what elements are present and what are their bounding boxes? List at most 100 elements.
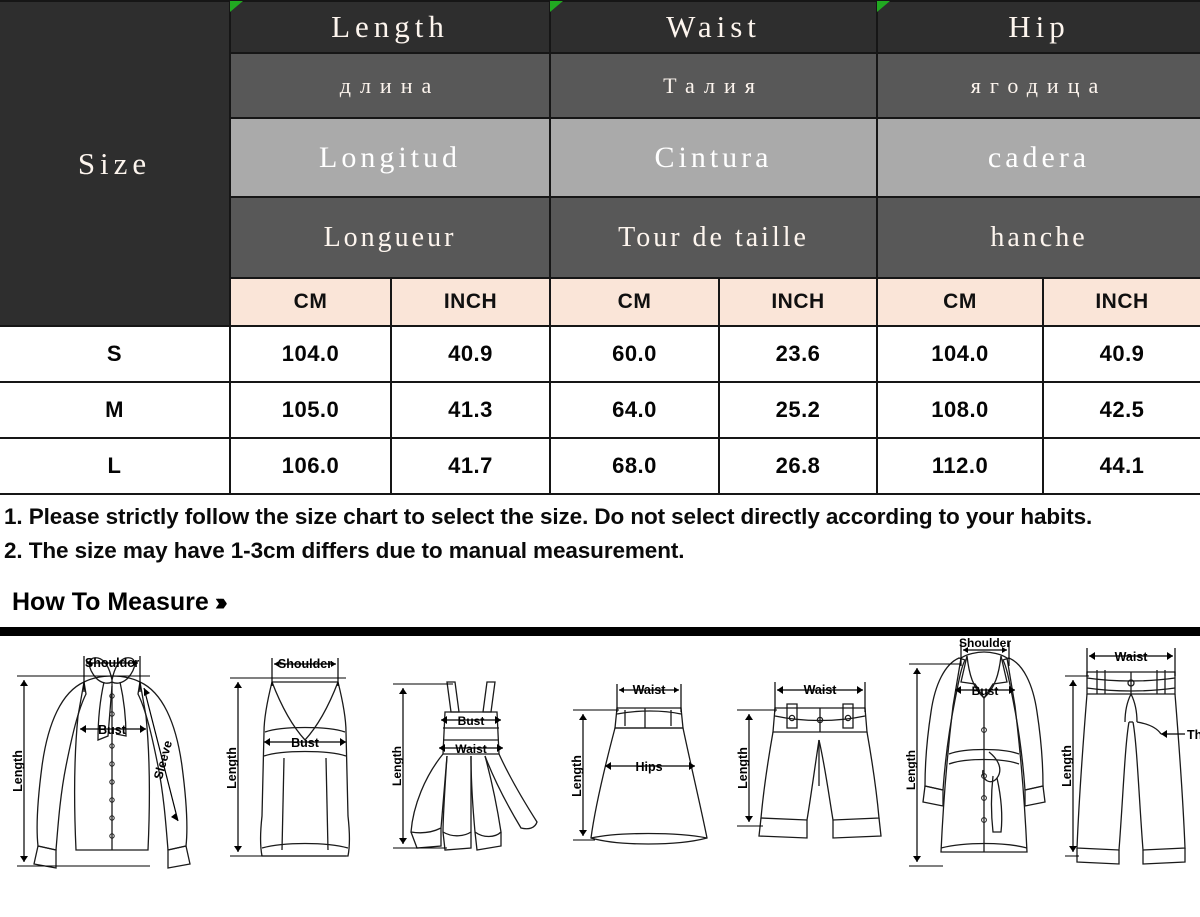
unit-hip-inch: INCH [1042,277,1200,327]
header-length-ru: длина [229,52,551,119]
header-length-en: Length [229,0,551,54]
unit-waist-inch-label: INCH [771,290,825,313]
row-size-label: S [0,325,231,383]
cell-length-inch: 41.7 [390,437,551,495]
header-row-russian: длина Талия ягодица [0,52,1200,119]
cell-hip-inch: 44.1 [1042,437,1200,495]
header-waist-en-label: Waist [666,9,761,44]
label-length: Length [905,750,918,790]
label-length: Length [1061,745,1074,787]
unit-hip-cm: CM [876,277,1045,327]
unit-hip-cm-label: CM [943,290,977,313]
table-row: S 104.0 40.9 60.0 23.6 104.0 40.9 [0,325,1200,383]
cell-waist-inch: 26.8 [717,437,879,495]
table-row: L 106.0 41.7 68.0 26.8 112.0 44.1 [0,437,1200,495]
size-header-cell: Size [0,0,231,327]
unit-hip-inch-label: INCH [1095,290,1149,313]
label-waist: Waist [633,683,667,697]
cell-waist-inch: 25.2 [717,381,879,439]
cell-length-cm: 105.0 [229,381,392,439]
label-thigh: Thigh [1187,728,1200,742]
header-length-es: Longitud [229,117,551,198]
unit-length-inch: INCH [390,277,551,327]
label-length: Length [11,750,25,792]
cell-length-cm: 104.0 [229,325,392,383]
header-waist-fr: Tour de taille [548,196,879,279]
header-hip-en-label: Hip [1008,9,1070,44]
header-length-en-label: Length [331,9,449,44]
header-hip-ru-label: ягодица [970,72,1108,98]
label-bust: Bust [972,684,999,698]
label-length: Length [390,746,404,786]
header-waist-ru-label: Талия [663,72,764,98]
diagram-camisole: Shoulder Bust Length [225,657,351,857]
cell-length-inch: 40.9 [390,325,551,383]
cell-length-cm: 106.0 [229,437,392,495]
label-shoulder: Shoulder [959,636,1011,650]
header-hip-ru: ягодица [876,52,1200,119]
label-bust: Bust [98,723,127,737]
cell-hip-cm: 104.0 [876,325,1045,383]
notes-section: 1. Please strictly follow the size chart… [0,495,1200,566]
size-header-label: Size [77,145,152,181]
cell-waist-cm: 60.0 [549,325,720,383]
label-bust: Bust [291,736,320,750]
cell-hip-inch: 42.5 [1042,381,1200,439]
label-waist: Waist [455,742,487,756]
diagram-skirt: Waist Hips Length [570,683,708,845]
label-waist: Waist [1115,650,1149,664]
cell-waist-cm: 68.0 [549,437,720,495]
header-hip-en: Hip [876,0,1200,54]
header-length-ru-label: длина [339,72,441,98]
header-hip-es-label: cadera [987,140,1091,174]
label-waist: Waist [804,683,838,697]
label-length: Length [225,747,239,789]
label-shoulder: Shoulder [278,657,332,671]
header-row-units: CM INCH CM INCH CM INCH [0,277,1200,327]
header-waist-es: Cintura [548,117,879,198]
unit-waist-inch: INCH [717,277,879,327]
label-shoulder: Shoulder [85,656,139,670]
cell-hip-cm: 112.0 [876,437,1045,495]
header-hip-fr-label: hanche [990,221,1088,253]
how-to-measure-label: How To Measure [12,587,209,616]
header-hip-fr: hanche [876,196,1200,279]
label-hips: Hips [635,760,662,774]
cell-hip-inch: 40.9 [1042,325,1200,383]
header-hip-es: cadera [876,117,1200,198]
label-bust: Bust [458,714,485,728]
cell-hip-cm: 108.0 [876,381,1045,439]
section-divider [0,626,1200,636]
header-waist-ru: Талия [548,52,879,119]
row-size-label: M [0,381,231,439]
diagram-dress: Bust Waist Length [390,680,538,851]
header-row-english: Size Length Waist Hip [0,0,1200,327]
unit-length-cm: CM [229,277,392,327]
diagram-pants: Waist Thigh Length [1061,647,1200,865]
green-flag-icon [230,1,243,12]
how-to-measure-heading: How To Measure ››› [0,588,1200,617]
size-chart-table: Size Length Waist Hip длина [0,0,1200,495]
header-length-fr-label: Longueur [323,221,457,253]
note-line-1: 1. Please strictly follow the size chart… [4,504,1093,529]
unit-length-inch-label: INCH [443,290,498,313]
diagram-coat: Shoulder Bust Length [905,636,1046,867]
header-waist-en: Waist [548,0,879,54]
cell-waist-cm: 64.0 [549,381,720,439]
how-to-measure-diagrams: Shoulder Bust Length Sleeve [0,635,1200,894]
label-length: Length [570,755,584,797]
unit-waist-cm: CM [549,277,720,327]
header-waist-es-label: Cintura [654,140,773,174]
diagram-shorts: Waist Length [736,681,882,839]
table-row: M 105.0 41.3 64.0 25.2 108.0 42.5 [0,381,1200,439]
header-length-es-label: Longitud [319,140,461,174]
cell-length-inch: 41.3 [390,381,551,439]
green-flag-icon [550,1,563,12]
note-line-2: 2. The size may have 1-3cm differs due t… [4,537,685,563]
green-flag-icon [877,1,891,12]
row-size-label: L [0,437,231,495]
header-length-fr: Longueur [229,196,551,279]
cell-waist-inch: 23.6 [717,325,879,383]
unit-waist-cm-label: CM [617,290,652,313]
